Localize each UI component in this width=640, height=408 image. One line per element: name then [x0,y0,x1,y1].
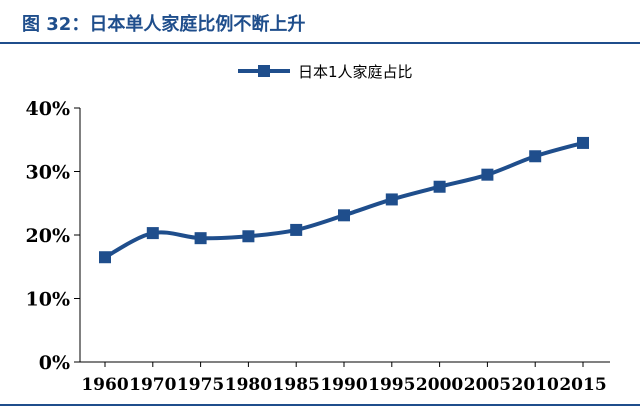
chart-axes [79,108,610,363]
x-tick-label: 1990 [320,375,367,395]
data-point [529,150,542,163]
x-tick-label: 2010 [512,375,559,395]
chart-legend: 日本1人家庭占比 [238,63,413,81]
title-bar: 图 32：日本单人家庭比例不断上升 [0,0,640,44]
series-line [104,140,584,260]
y-tick-label: 10% [26,289,71,311]
data-point [290,223,303,236]
legend-label: 日本1人家庭占比 [298,63,413,81]
data-point [433,180,446,193]
title-divider [0,42,640,44]
x-tick-label: 1985 [273,375,320,395]
data-point [481,168,494,181]
x-tick-label: 1980 [225,375,272,395]
x-tick-label: 1975 [177,375,224,395]
data-point [242,230,255,243]
data-point [146,227,159,240]
data-point [338,209,350,222]
y-tick-label: 30% [26,162,71,184]
x-tick-label: 1995 [368,375,415,395]
x-tick-label: 1960 [81,375,128,395]
chart-series [99,136,589,264]
y-tick-label: 0% [39,352,70,374]
y-tick-label: 40% [26,98,71,120]
data-point [385,193,398,206]
x-tick-label: 2000 [416,375,463,395]
x-tick-label: 2015 [559,375,606,395]
x-axis-ticks: 1960 1970 1975 1980 1985 1990 1995 2000 2005 2010… [81,362,607,395]
legend-marker [258,65,270,77]
bottom-divider [0,404,640,406]
data-point [577,136,589,149]
y-tick-label: 20% [26,225,71,247]
data-point [99,251,111,264]
x-tick-label: 2005 [464,375,511,395]
data-point [194,232,207,245]
x-tick-label: 1970 [129,375,176,395]
y-axis-ticks: 0% 10% 20% 30% 40% [26,98,80,374]
page-title: 图 32：日本单人家庭比例不断上升 [22,14,306,35]
